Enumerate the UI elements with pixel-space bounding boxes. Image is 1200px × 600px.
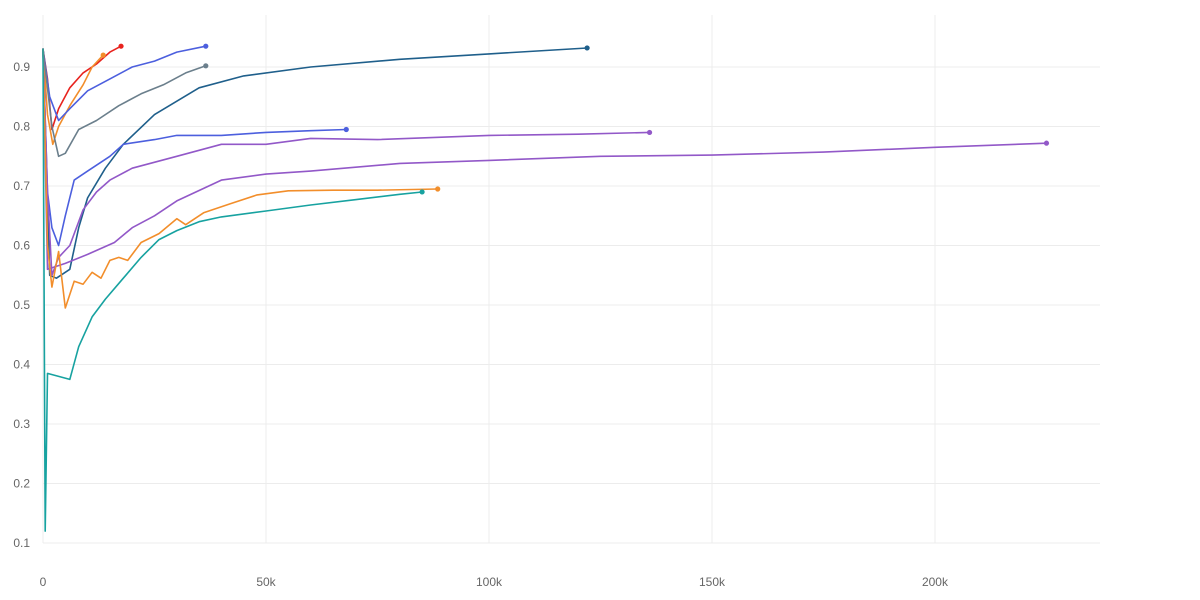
series-line: [42, 48, 207, 158]
series-end-point: [118, 43, 124, 49]
series-0: [42, 43, 124, 131]
x-tick-label: 150k: [699, 575, 726, 589]
y-tick-label: 0.6: [13, 239, 30, 253]
y-tick-label: 0.8: [13, 120, 30, 134]
y-tick-label: 0.4: [13, 358, 30, 372]
series-3: [42, 48, 209, 158]
series-line: [42, 48, 423, 532]
x-tick-label: 200k: [922, 575, 949, 589]
series-1: [42, 48, 106, 146]
y-tick-label: 0.2: [13, 477, 30, 491]
series-line: [42, 47, 588, 279]
x-tick-label: 50k: [256, 575, 276, 589]
y-tick-label: 0.1: [13, 536, 30, 550]
x-tick-label: 100k: [476, 575, 503, 589]
series-9: [42, 48, 425, 532]
series-line: [42, 48, 348, 247]
series-line: [42, 48, 1048, 271]
series-8: [42, 48, 441, 309]
series-6: [42, 48, 653, 277]
series-line: [42, 48, 104, 146]
series-line: [42, 48, 651, 277]
series-5: [42, 48, 349, 247]
series-end-point: [203, 43, 209, 49]
series-line: [42, 45, 207, 122]
y-tick-label: 0.5: [13, 298, 30, 312]
grid: [42, 15, 1100, 544]
series-2: [42, 43, 209, 122]
series-end-point: [646, 129, 653, 136]
y-tick-label: 0.3: [13, 417, 30, 431]
y-tick-label: 0.7: [13, 179, 30, 193]
series-7: [42, 48, 1050, 271]
series-layer: [42, 43, 1050, 532]
series-end-point: [1043, 140, 1050, 146]
series-end-point: [203, 63, 209, 69]
series-end-point: [343, 126, 349, 133]
series-line: [42, 48, 439, 309]
tick-labels: 0.1 0.2 0.3 0.4 0.5 0.6 0.7 0.8 0.9 0 50k 100k 150k 2…: [13, 60, 949, 589]
series-end-point: [100, 52, 106, 58]
series-end-point: [419, 189, 425, 195]
x-tick-label: 0: [40, 575, 47, 589]
series-4: [42, 45, 590, 279]
series-end-point: [584, 45, 590, 51]
y-tick-label: 0.9: [13, 60, 30, 74]
series-end-point: [435, 186, 441, 192]
